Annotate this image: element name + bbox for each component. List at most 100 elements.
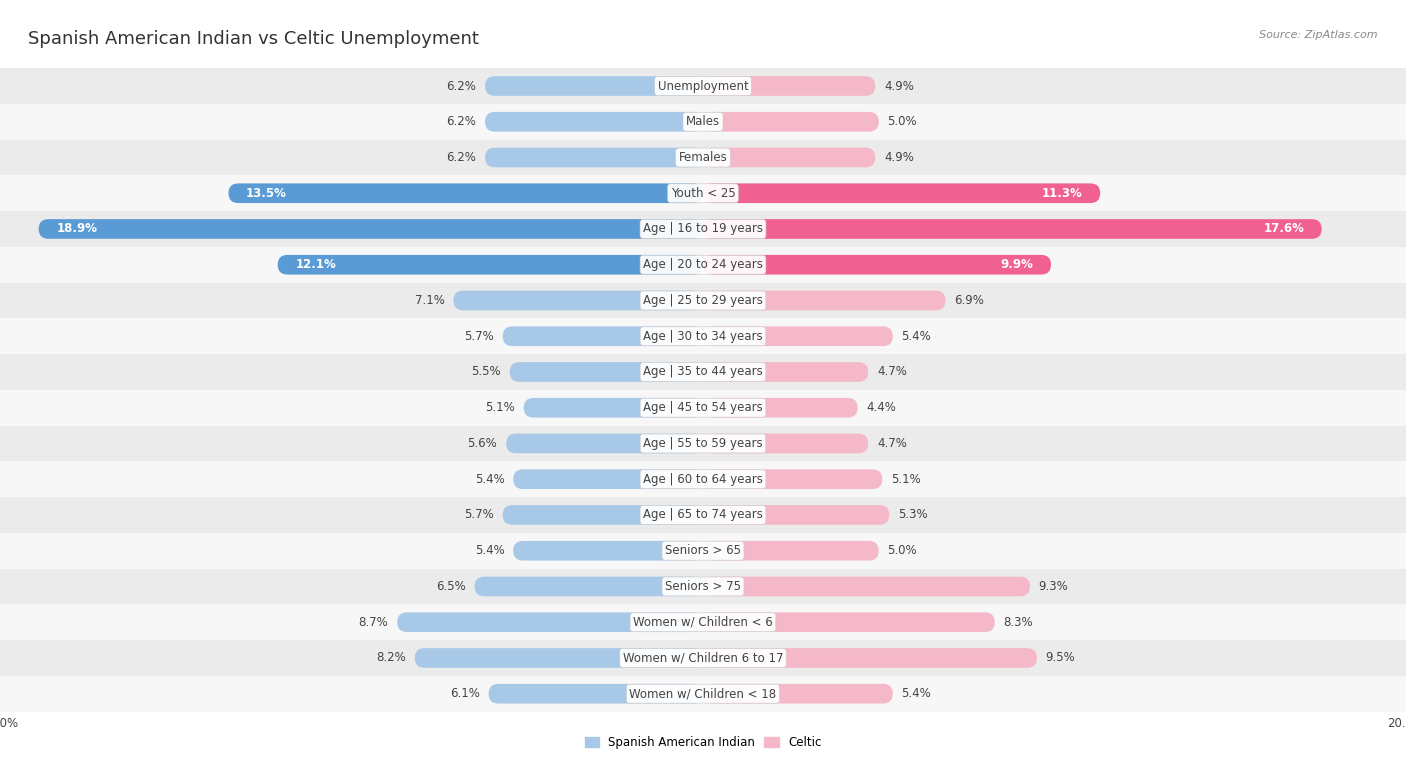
Text: 18.9%: 18.9% [56, 223, 97, 235]
FancyBboxPatch shape [475, 577, 703, 597]
FancyBboxPatch shape [703, 76, 875, 96]
Text: 9.9%: 9.9% [1001, 258, 1033, 271]
Bar [0, 139, 1406, 176]
Bar [0, 569, 1406, 604]
FancyBboxPatch shape [229, 183, 703, 203]
Text: 9.5%: 9.5% [1046, 652, 1076, 665]
Bar [0, 104, 1406, 139]
Text: 6.2%: 6.2% [447, 151, 477, 164]
Text: 5.1%: 5.1% [485, 401, 515, 414]
Text: 5.6%: 5.6% [468, 437, 498, 450]
Text: 5.1%: 5.1% [891, 472, 921, 486]
Text: 5.7%: 5.7% [464, 509, 494, 522]
FancyBboxPatch shape [398, 612, 703, 632]
FancyBboxPatch shape [703, 112, 879, 132]
Text: Age | 16 to 19 years: Age | 16 to 19 years [643, 223, 763, 235]
FancyBboxPatch shape [703, 220, 1322, 238]
Text: 8.3%: 8.3% [1004, 615, 1033, 629]
FancyBboxPatch shape [503, 326, 703, 346]
FancyBboxPatch shape [513, 541, 703, 560]
FancyBboxPatch shape [485, 112, 703, 132]
Text: 5.7%: 5.7% [464, 330, 494, 343]
Legend: Spanish American Indian, Celtic: Spanish American Indian, Celtic [579, 731, 827, 754]
Bar [0, 640, 1406, 676]
Text: Women w/ Children < 18: Women w/ Children < 18 [630, 687, 776, 700]
Bar [0, 68, 1406, 104]
FancyBboxPatch shape [703, 434, 869, 453]
FancyBboxPatch shape [703, 362, 869, 382]
Text: 6.5%: 6.5% [436, 580, 465, 593]
FancyBboxPatch shape [485, 76, 703, 96]
Bar [0, 247, 1406, 282]
Bar [0, 390, 1406, 425]
Bar [0, 604, 1406, 640]
FancyBboxPatch shape [703, 684, 893, 703]
Text: 17.6%: 17.6% [1263, 223, 1305, 235]
Bar [0, 425, 1406, 461]
Text: 6.1%: 6.1% [450, 687, 479, 700]
Text: Age | 60 to 64 years: Age | 60 to 64 years [643, 472, 763, 486]
Bar [0, 533, 1406, 569]
Text: Source: ZipAtlas.com: Source: ZipAtlas.com [1260, 30, 1378, 40]
FancyBboxPatch shape [703, 541, 879, 560]
Bar [0, 282, 1406, 319]
FancyBboxPatch shape [703, 255, 1052, 275]
Text: Age | 45 to 54 years: Age | 45 to 54 years [643, 401, 763, 414]
Bar [0, 676, 1406, 712]
Text: 5.4%: 5.4% [475, 544, 505, 557]
FancyBboxPatch shape [703, 148, 875, 167]
Text: 6.9%: 6.9% [955, 294, 984, 307]
Bar [0, 211, 1406, 247]
Text: Age | 35 to 44 years: Age | 35 to 44 years [643, 366, 763, 378]
FancyBboxPatch shape [703, 612, 995, 632]
Text: 5.0%: 5.0% [887, 115, 917, 128]
Bar [0, 354, 1406, 390]
Text: Females: Females [679, 151, 727, 164]
FancyBboxPatch shape [703, 577, 1029, 597]
Text: 5.4%: 5.4% [475, 472, 505, 486]
FancyBboxPatch shape [415, 648, 703, 668]
Bar [0, 497, 1406, 533]
FancyBboxPatch shape [703, 469, 883, 489]
FancyBboxPatch shape [703, 398, 858, 418]
FancyBboxPatch shape [485, 148, 703, 167]
Text: Spanish American Indian vs Celtic Unemployment: Spanish American Indian vs Celtic Unempl… [28, 30, 479, 48]
FancyBboxPatch shape [703, 326, 893, 346]
Text: 5.5%: 5.5% [471, 366, 501, 378]
Text: 4.7%: 4.7% [877, 366, 907, 378]
FancyBboxPatch shape [510, 362, 703, 382]
Text: Age | 20 to 24 years: Age | 20 to 24 years [643, 258, 763, 271]
Text: 13.5%: 13.5% [246, 187, 287, 200]
Text: 5.0%: 5.0% [887, 544, 917, 557]
Bar [0, 176, 1406, 211]
Text: 8.7%: 8.7% [359, 615, 388, 629]
FancyBboxPatch shape [489, 684, 703, 703]
Text: 6.2%: 6.2% [447, 115, 477, 128]
FancyBboxPatch shape [513, 469, 703, 489]
Text: 9.3%: 9.3% [1039, 580, 1069, 593]
FancyBboxPatch shape [506, 434, 703, 453]
Text: Age | 25 to 29 years: Age | 25 to 29 years [643, 294, 763, 307]
Text: Women w/ Children < 6: Women w/ Children < 6 [633, 615, 773, 629]
Text: 8.2%: 8.2% [377, 652, 406, 665]
Text: Age | 55 to 59 years: Age | 55 to 59 years [643, 437, 763, 450]
Bar [0, 461, 1406, 497]
Text: Males: Males [686, 115, 720, 128]
Text: Unemployment: Unemployment [658, 79, 748, 92]
Text: 11.3%: 11.3% [1042, 187, 1083, 200]
Text: Age | 65 to 74 years: Age | 65 to 74 years [643, 509, 763, 522]
FancyBboxPatch shape [703, 648, 1038, 668]
Text: 4.7%: 4.7% [877, 437, 907, 450]
Text: 7.1%: 7.1% [415, 294, 444, 307]
FancyBboxPatch shape [703, 291, 945, 310]
Text: 4.9%: 4.9% [884, 151, 914, 164]
Bar [0, 319, 1406, 354]
Text: 5.4%: 5.4% [901, 687, 931, 700]
Text: Age | 30 to 34 years: Age | 30 to 34 years [643, 330, 763, 343]
FancyBboxPatch shape [278, 255, 703, 275]
FancyBboxPatch shape [703, 183, 1099, 203]
Text: Seniors > 65: Seniors > 65 [665, 544, 741, 557]
Text: Women w/ Children 6 to 17: Women w/ Children 6 to 17 [623, 652, 783, 665]
Text: 5.4%: 5.4% [901, 330, 931, 343]
Text: 4.9%: 4.9% [884, 79, 914, 92]
